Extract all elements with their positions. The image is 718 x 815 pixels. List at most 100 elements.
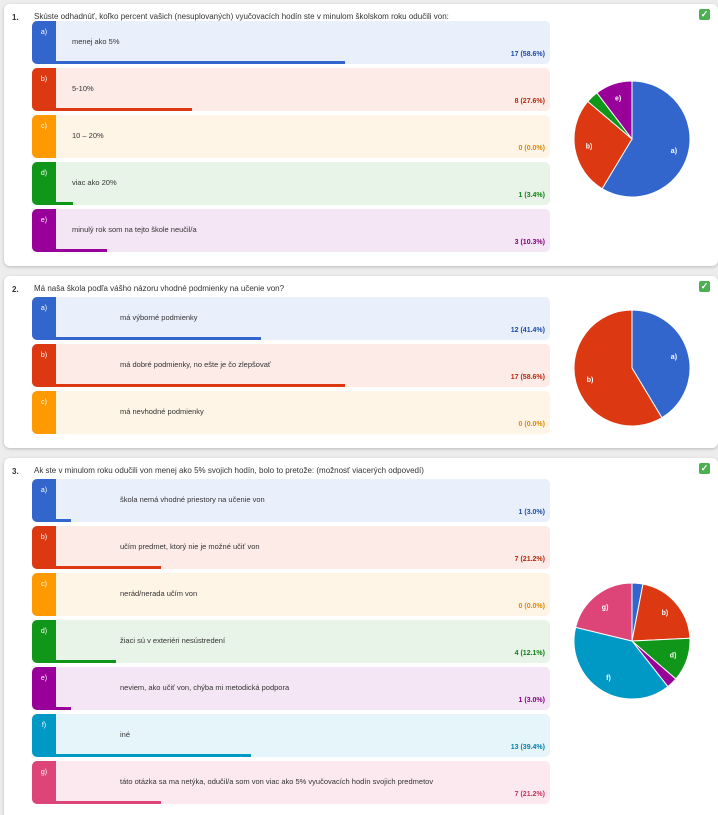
option-label: viac ako 20% — [72, 178, 117, 187]
option-count: 1 (3.0%) — [518, 509, 545, 516]
pie-chart: b) d) f) g) — [573, 582, 691, 700]
option-letter: a) — [32, 297, 56, 340]
option-b: b) učím predmet, ktorý nie je možné učiť … — [32, 526, 550, 569]
option-count: 0 (0.0%) — [518, 421, 545, 428]
pie-slice-g — [575, 582, 633, 642]
option-progress-bar — [56, 249, 107, 252]
option-label: škola nemá vhodné priestory na učenie vo… — [120, 495, 265, 504]
option-c: c) 10 – 20% 0 (0.0%) — [32, 115, 550, 158]
pie-label-a: a) — [671, 148, 677, 155]
option-progress-bar — [56, 384, 346, 387]
option-e: e) minulý rok som na tejto škole neučil/a… — [32, 209, 550, 252]
option-label: neviem, ako učiť von, chýba mi metodická… — [120, 683, 290, 692]
option-label: 5-10% — [72, 84, 94, 93]
option-letter: e) — [32, 667, 56, 710]
question-text: Skúste odhadnúť, koľko percent vašich (n… — [34, 12, 449, 21]
question-text: Ak ste v minulom roku odučili von menej … — [34, 466, 424, 475]
option-label: menej ako 5% — [72, 37, 120, 46]
option-a: a) škola nemá vhodné priestory na učenie … — [32, 479, 550, 522]
option-d: d) žiaci sú v exteriéri nesústredení 4 (12… — [32, 620, 550, 663]
question-number: 3. — [12, 467, 19, 476]
option-letter: b) — [32, 344, 56, 387]
pie-label-f: f) — [606, 675, 611, 682]
option-progress-bar — [56, 519, 71, 522]
option-count: 13 (39.4%) — [510, 744, 545, 751]
option-progress-bar — [56, 801, 161, 804]
option-letter: c) — [32, 391, 56, 434]
option-e: e) neviem, ako učiť von, chýba mi metodic… — [32, 667, 550, 710]
option-progress-bar — [56, 754, 251, 757]
option-letter: d) — [32, 162, 56, 205]
option-progress-bar — [56, 337, 261, 340]
option-count: 7 (21.2%) — [514, 556, 545, 563]
pie-slice-f — [573, 626, 669, 700]
pie-label-e: e) — [615, 95, 621, 102]
option-progress-bar — [56, 707, 71, 710]
option-label: minulý rok som na tejto škole neučil/a — [72, 225, 197, 234]
option-letter: c) — [32, 115, 56, 158]
pie-label-g: g) — [602, 604, 609, 611]
option-a: a) má výborné podmienky 12 (41.4%) — [32, 297, 550, 340]
option-count: 0 (0.0%) — [518, 603, 545, 610]
option-b: b) má dobré podmienky, no ešte je čo zlep… — [32, 344, 550, 387]
option-count: 12 (41.4%) — [510, 327, 545, 334]
option-letter: b) — [32, 68, 56, 111]
option-letter: a) — [32, 479, 56, 522]
option-count: 1 (3.0%) — [518, 697, 545, 704]
option-g: g) táto otázka sa ma netýka, odučil/a som… — [32, 761, 550, 804]
option-count: 0 (0.0%) — [518, 145, 545, 152]
option-progress-bar — [56, 660, 116, 663]
option-letter: b) — [32, 526, 56, 569]
option-count: 7 (21.2%) — [514, 791, 545, 798]
option-count: 3 (10.3%) — [514, 239, 545, 246]
option-count: 17 (58.6%) — [510, 374, 545, 381]
pie-slice-e — [596, 80, 633, 141]
option-b: b) 5-10% 8 (27.6%) — [32, 68, 550, 111]
option-c: c) má nevhodné podmienky 0 (0.0%) — [32, 391, 550, 434]
option-c: c) nerád/nerada učím von 0 (0.0%) — [32, 573, 550, 616]
option-progress-bar — [56, 61, 346, 64]
option-letter: a) — [32, 21, 56, 64]
pie-label-a: a) — [671, 354, 677, 361]
pie-label-b: b) — [662, 610, 669, 617]
pie-slice-b — [573, 309, 663, 427]
pie-chart: a) b) e) — [573, 80, 691, 198]
option-letter: c) — [32, 573, 56, 616]
pie-label-d: d) — [670, 653, 677, 660]
option-label: žiaci sú v exteriéri nesústredení — [120, 636, 226, 645]
option-label: nerád/nerada učím von — [120, 589, 198, 598]
pie-chart: a) b) — [573, 309, 691, 427]
option-label: má nevhodné podmienky — [120, 407, 204, 416]
option-letter: d) — [32, 620, 56, 663]
question-text: Má naša škola podľa vášho názoru vhodné … — [34, 284, 285, 293]
pie-slice-b — [573, 100, 633, 190]
check-icon: ✓ — [699, 9, 710, 20]
option-label: má dobré podmienky, no ešte je čo zlepšo… — [120, 360, 271, 369]
option-letter: e) — [32, 209, 56, 252]
option-letter: g) — [32, 761, 56, 804]
pie-slice-a — [631, 309, 691, 419]
option-label: táto otázka sa ma netýka, odučil/a som v… — [120, 777, 434, 786]
pie-label-b: b) — [586, 144, 593, 151]
option-count: 17 (58.6%) — [510, 51, 545, 58]
question-card-3: 3. Ak ste v minulom roku odučili von men… — [4, 458, 718, 815]
option-progress-bar — [56, 202, 73, 205]
option-label: 10 – 20% — [72, 131, 104, 140]
option-label: má výborné podmienky — [120, 313, 198, 322]
option-letter: f) — [32, 714, 56, 757]
option-f: f) iné 13 (39.4%) — [32, 714, 550, 757]
option-count: 8 (27.6%) — [514, 98, 545, 105]
option-a: a) menej ako 5% 17 (58.6%) — [32, 21, 550, 64]
option-count: 1 (3.4%) — [518, 192, 545, 199]
question-card-2: 2. Má naša škola podľa vášho názoru vhod… — [4, 276, 718, 448]
option-label: učím predmet, ktorý nie je možné učiť vo… — [120, 542, 260, 551]
option-progress-bar — [56, 566, 161, 569]
question-number: 1. — [12, 13, 19, 22]
option-count: 4 (12.1%) — [514, 650, 545, 657]
option-d: d) viac ako 20% 1 (3.4%) — [32, 162, 550, 205]
option-label: iné — [120, 730, 131, 739]
check-icon: ✓ — [699, 281, 710, 292]
option-progress-bar — [56, 108, 193, 111]
pie-label-b: b) — [587, 377, 594, 384]
question-card-1: 1. Skúste odhadnúť, koľko percent vašich… — [4, 4, 718, 266]
